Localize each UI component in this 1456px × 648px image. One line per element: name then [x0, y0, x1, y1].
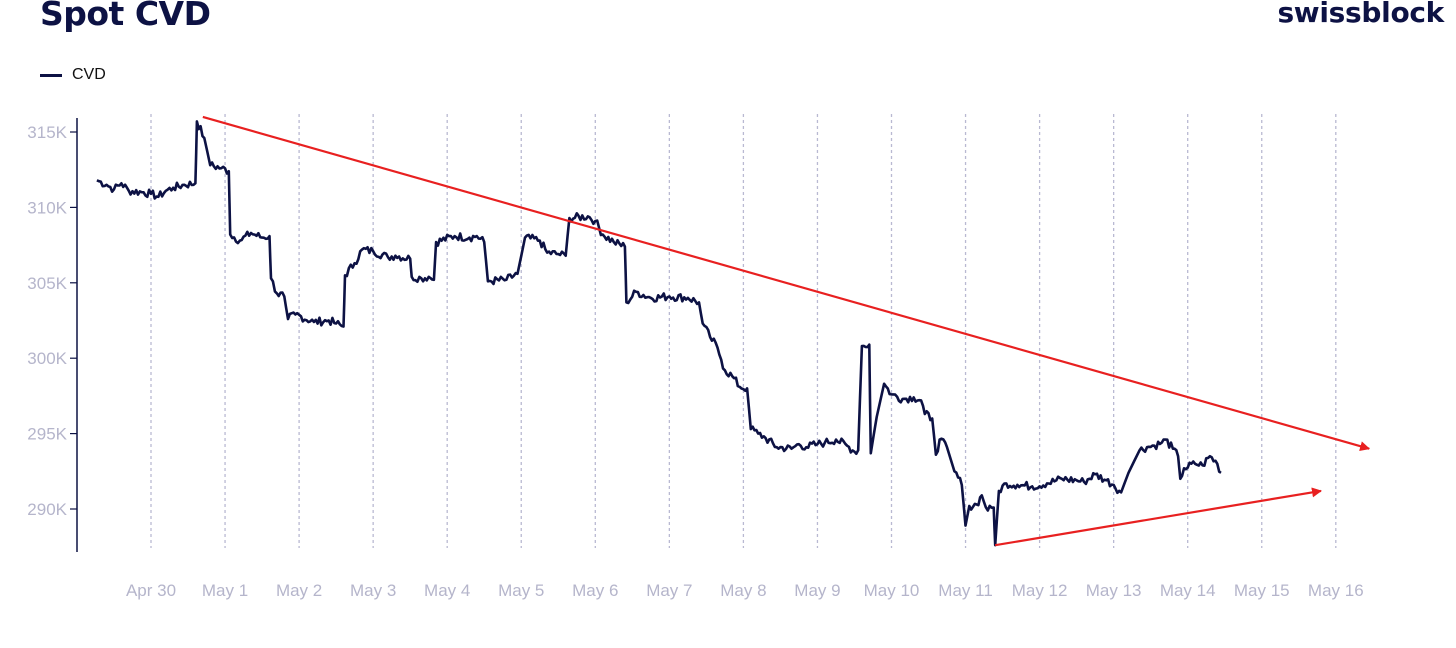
- legend[interactable]: CVD: [40, 66, 106, 84]
- x-tick-label: May 7: [646, 581, 692, 600]
- x-tick-label: May 13: [1086, 581, 1142, 600]
- y-axis: 315K 310K 305K 300K 295K 290K: [27, 118, 78, 552]
- y-tick-label: 315K: [27, 123, 67, 142]
- y-tick-label: 295K: [27, 425, 67, 444]
- x-tick-label: May 3: [350, 581, 396, 600]
- annotations-layer: [202, 115, 1371, 547]
- trend-arrow-descending: [202, 115, 1371, 452]
- x-tick-label: May 5: [498, 581, 544, 600]
- x-tick-label: May 9: [794, 581, 840, 600]
- y-tick-label: 305K: [27, 274, 67, 293]
- y-tick-label: 310K: [27, 198, 67, 217]
- x-tick-label: May 4: [424, 581, 470, 600]
- x-gridlines: [150, 114, 1337, 548]
- x-axis: Apr 30 May 1 May 2 May 3 May 4 May 5 May 6 May …: [126, 581, 1364, 600]
- series-layer: [96, 120, 1222, 547]
- trend-arrow-ascending: [994, 487, 1322, 547]
- x-tick-label: May 8: [720, 581, 766, 600]
- x-tick-label: May 15: [1234, 581, 1290, 600]
- y-tick-label: 290K: [27, 500, 67, 519]
- x-tick-label: May 2: [276, 581, 322, 600]
- x-tick-label: Apr 30: [126, 581, 176, 600]
- x-tick-label: May 1: [202, 581, 248, 600]
- y-tick-label: 300K: [27, 349, 67, 368]
- x-tick-label: May 12: [1012, 581, 1068, 600]
- chart-title: Spot CVD: [40, 0, 211, 33]
- x-tick-label: May 16: [1308, 581, 1364, 600]
- x-tick-label: May 10: [864, 581, 920, 600]
- legend-swatch-cvd: [40, 73, 62, 77]
- x-tick-label: May 6: [572, 581, 618, 600]
- x-tick-label: May 11: [938, 581, 993, 600]
- legend-label-cvd: CVD: [72, 66, 106, 83]
- series-line-cvd: [96, 120, 1222, 547]
- brand-logo: swissblock: [1277, 0, 1444, 29]
- x-tick-label: May 14: [1160, 581, 1216, 600]
